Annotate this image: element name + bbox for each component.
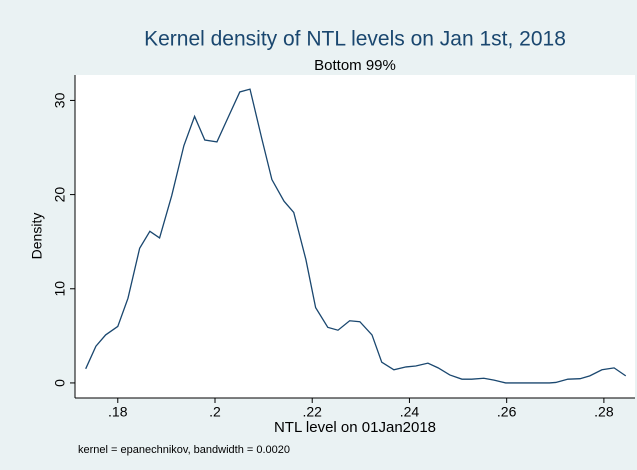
x-tick-label: .26 <box>497 404 517 420</box>
x-tick-label: .18 <box>108 404 128 420</box>
y-tick-label: 20 <box>52 187 68 203</box>
y-tick-label: 10 <box>52 281 68 297</box>
y-tick-label: 0 <box>52 379 68 387</box>
note: kernel = epanechnikov, bandwidth = 0.002… <box>78 444 290 456</box>
plot-area <box>75 75 635 398</box>
y-tick-label: 30 <box>52 92 68 108</box>
density-line <box>85 88 627 384</box>
x-tick-label: .22 <box>302 404 322 420</box>
chart-subtitle: Bottom 99% <box>314 57 396 74</box>
chart-title: Kernel density of NTL levels on Jan 1st,… <box>144 28 566 51</box>
x-tick-label: .28 <box>594 404 614 420</box>
x-axis-label: NTL level on 01Jan2018 <box>274 419 436 436</box>
x-tick-label: .2 <box>209 404 221 420</box>
y-axis-label: Density <box>29 213 45 260</box>
x-tick-label: .24 <box>400 404 420 420</box>
